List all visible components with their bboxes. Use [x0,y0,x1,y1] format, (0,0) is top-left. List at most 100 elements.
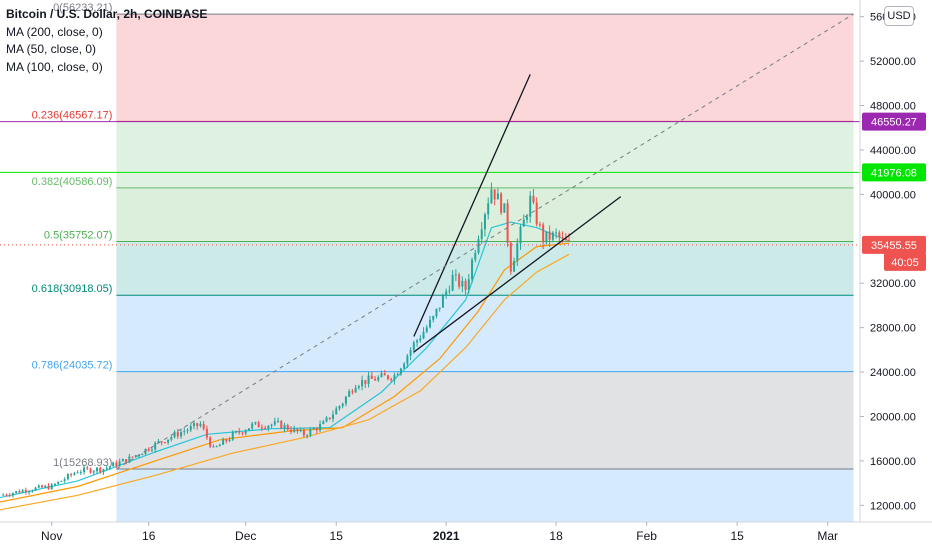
chart-legend: Bitcoin / U.S. Dollar, 2h, COINBASE MA (… [6,6,207,76]
candle-body [500,193,503,213]
candle-body [535,202,538,225]
candle-body [532,195,535,203]
candle-body [538,224,541,226]
candle-body [503,203,506,213]
candle-body [196,423,199,427]
candle-body [24,490,27,493]
candle-body [141,453,144,456]
candle-body [154,442,157,450]
candle-body [238,431,241,433]
candle-body [374,378,377,381]
indicator-ma100[interactable]: MA (100, close, 0) [6,59,103,74]
candle-body [474,252,477,260]
candle-body [416,340,419,343]
y-tick-label: 24000.00 [870,367,916,379]
fib-level-label: 0.786(24035.72) [32,360,113,372]
candle-body [390,378,393,381]
candle-body [118,461,121,466]
candle-body [483,214,486,230]
candle-body [377,376,380,381]
candle-body [173,432,176,438]
candle-body [70,474,73,476]
candle-body [105,467,108,470]
indicator-ma200[interactable]: MA (200, close, 0) [6,24,103,39]
fib-zone-extension [116,469,854,522]
fib-zone-0 [116,14,854,122]
candle-body [493,189,496,200]
price-badge [862,235,926,254]
candle-body [176,432,179,437]
candle-body [277,420,280,422]
candle-body [189,425,192,431]
candle-body [564,237,567,241]
candle-body [435,308,438,317]
candle-body [516,243,519,262]
candle-body [86,467,89,469]
candle-body [558,232,561,238]
candle-body [63,479,66,481]
candle-body [496,193,499,200]
candle-body [11,493,14,496]
ma-line [0,242,570,503]
candle-body [445,291,448,296]
candle-body [134,455,137,457]
candle-body [264,427,267,429]
x-tick-label: 18 [549,529,563,543]
candle-body [108,466,111,468]
candle-body [235,431,238,433]
candle-body [95,467,98,472]
x-tick-label: 2021 [433,529,460,543]
candle-body [18,491,21,493]
candle-body [568,240,571,242]
candle-body [529,195,532,217]
candle-body [115,462,118,466]
candle-body [396,374,399,376]
candle-body [222,439,225,445]
candle-body [319,423,322,431]
candle-body [273,421,276,425]
candle-body [283,425,286,429]
candle-body [302,429,305,436]
candle-body [338,406,341,409]
candle-body [160,441,163,443]
candle-body [92,471,95,473]
price-badge-label: 41976.08 [871,167,917,179]
candle-body [34,487,37,491]
fib-zone-4 [116,295,854,372]
candle-body [121,459,124,462]
fib-diagonal-line [116,13,854,470]
y-tick-label: 44000.00 [870,145,916,157]
candle-body [247,428,250,431]
indicator-ma50[interactable]: MA (50, close, 0) [6,42,97,56]
candle-body [370,375,373,379]
candle-body [37,485,40,488]
candle-body [432,316,435,320]
candle-body [429,319,431,328]
candle-body [522,219,525,227]
currency-button[interactable]: USD [884,6,914,26]
x-tick-label: 15 [330,529,344,543]
candle-body [199,423,202,427]
candle-body [364,380,367,385]
candle-body [202,423,205,429]
candle-body [438,307,441,309]
time-axis-bg [0,522,932,550]
symbol-title[interactable]: Bitcoin / U.S. Dollar, 2h, COINBASE [6,7,208,21]
candle-body [322,421,325,424]
candle-body [167,439,170,443]
candle-body [315,428,318,431]
candle-body [15,491,18,494]
candle-body [409,349,412,356]
candle-body [458,274,461,287]
candle-body [44,485,47,488]
candle-body [257,422,260,428]
candle-body [393,375,396,381]
candle-body [218,444,221,447]
candle-body [561,237,564,239]
candle-body [215,446,218,448]
candle-body [289,429,292,432]
countdown-badge [884,252,926,271]
candle-body [419,338,422,341]
